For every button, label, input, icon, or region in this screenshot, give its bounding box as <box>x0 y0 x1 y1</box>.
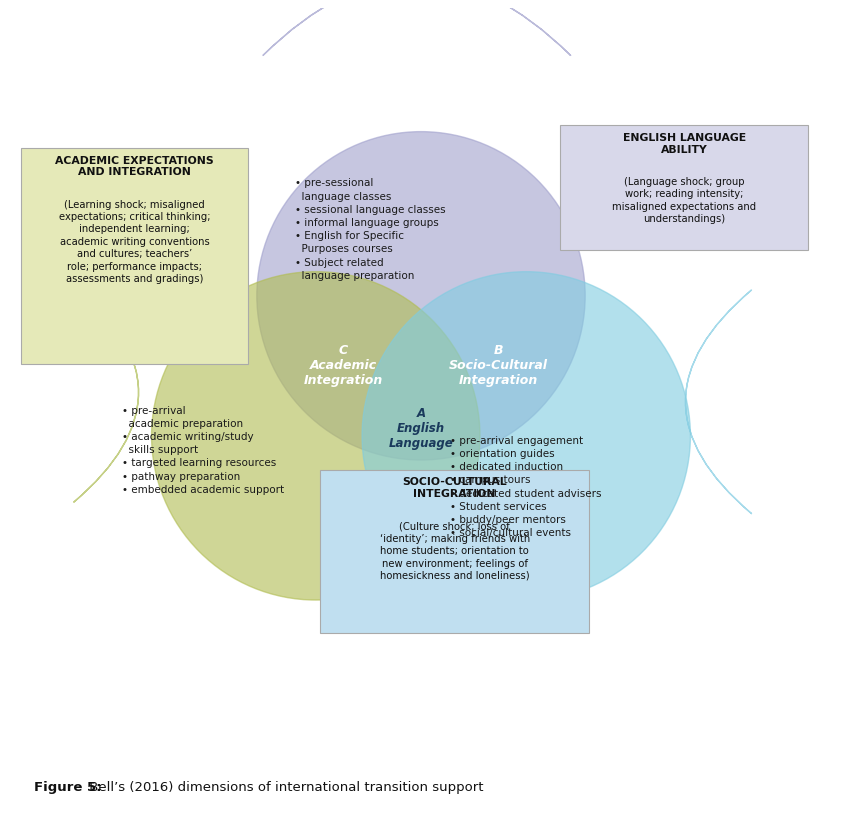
FancyArrowPatch shape <box>685 290 751 514</box>
Ellipse shape <box>152 272 480 600</box>
Text: • pre-sessional
  language classes
• sessional language classes
• informal langu: • pre-sessional language classes • sessi… <box>295 178 445 281</box>
FancyBboxPatch shape <box>21 148 248 364</box>
Text: • pre-arrival engagement
• orientation guides
• dedicated induction
• campus tou: • pre-arrival engagement • orientation g… <box>450 435 602 538</box>
Text: Bell’s (2016) dimensions of international transition support: Bell’s (2016) dimensions of internationa… <box>85 781 483 794</box>
Ellipse shape <box>257 132 585 460</box>
FancyArrowPatch shape <box>74 282 139 502</box>
FancyBboxPatch shape <box>320 470 589 632</box>
Text: B
Socio-Cultural
Integration: B Socio-Cultural Integration <box>449 344 548 387</box>
Text: ACADEMIC EXPECTATIONS
AND INTEGRATION: ACADEMIC EXPECTATIONS AND INTEGRATION <box>56 155 214 177</box>
Text: • pre-arrival
  academic preparation
• academic writing/study
  skills support
•: • pre-arrival academic preparation • aca… <box>122 405 285 495</box>
Text: (Culture shock; loss of
‘identity’; making friends with
home students; orientati: (Culture shock; loss of ‘identity’; maki… <box>380 522 530 581</box>
Text: SOCIO-CULTURAL
INTEGRATION: SOCIO-CULTURAL INTEGRATION <box>402 478 507 499</box>
Text: (Language shock; group
work; reading intensity;
misaligned expectations and
unde: (Language shock; group work; reading int… <box>612 177 756 224</box>
Text: Figure 5:: Figure 5: <box>34 781 101 794</box>
FancyBboxPatch shape <box>560 125 808 251</box>
FancyArrowPatch shape <box>263 0 571 55</box>
Text: C
Academic
Integration: C Academic Integration <box>304 344 383 387</box>
Text: A
English
Language: A English Language <box>389 407 453 450</box>
Ellipse shape <box>362 272 690 600</box>
Text: ENGLISH LANGUAGE
ABILITY: ENGLISH LANGUAGE ABILITY <box>622 133 746 155</box>
Text: (Learning shock; misaligned
expectations; critical thinking;
independent learnin: (Learning shock; misaligned expectations… <box>59 199 210 284</box>
